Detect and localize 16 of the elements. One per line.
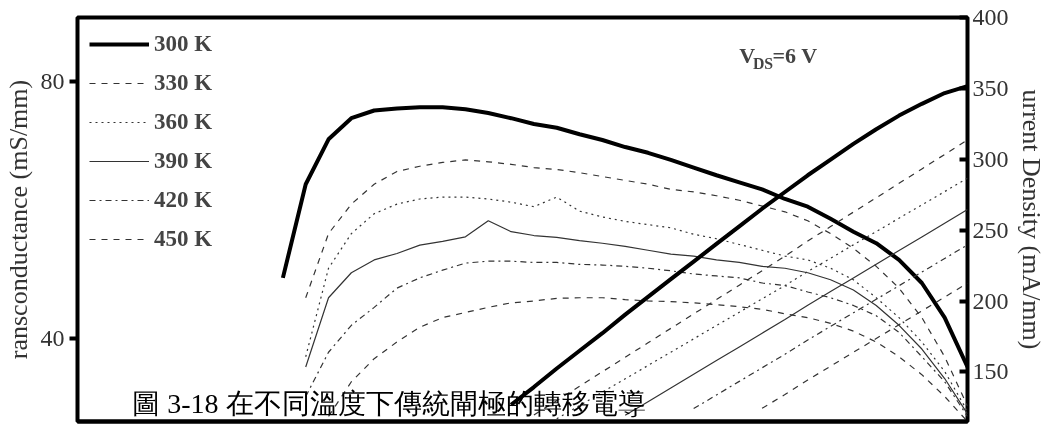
y2-tick-label: 300: [972, 145, 1009, 172]
legend-label: 300 K: [154, 30, 213, 58]
y2-tick-label: 150: [972, 358, 1009, 385]
y2-tick-label: 250: [972, 216, 1009, 243]
y2-tick-label: 400: [972, 4, 1009, 30]
legend-label: 420 K: [154, 186, 213, 214]
legend-label: 390 K: [154, 147, 213, 175]
legend-label: 360 K: [154, 108, 213, 136]
y-tick-label: 40: [40, 324, 65, 351]
y2-axis-title: urrent Density (mA/mm): [1016, 89, 1046, 350]
y2-tick-label: 350: [972, 74, 1009, 101]
y2-tick-label: 200: [972, 287, 1009, 314]
legend-label: 330 K: [154, 69, 213, 97]
legend-label: 450 K: [154, 225, 213, 253]
y-tick-label: 80: [40, 68, 65, 95]
y-axis-title: ransconductance (mS/mm): [3, 79, 33, 360]
